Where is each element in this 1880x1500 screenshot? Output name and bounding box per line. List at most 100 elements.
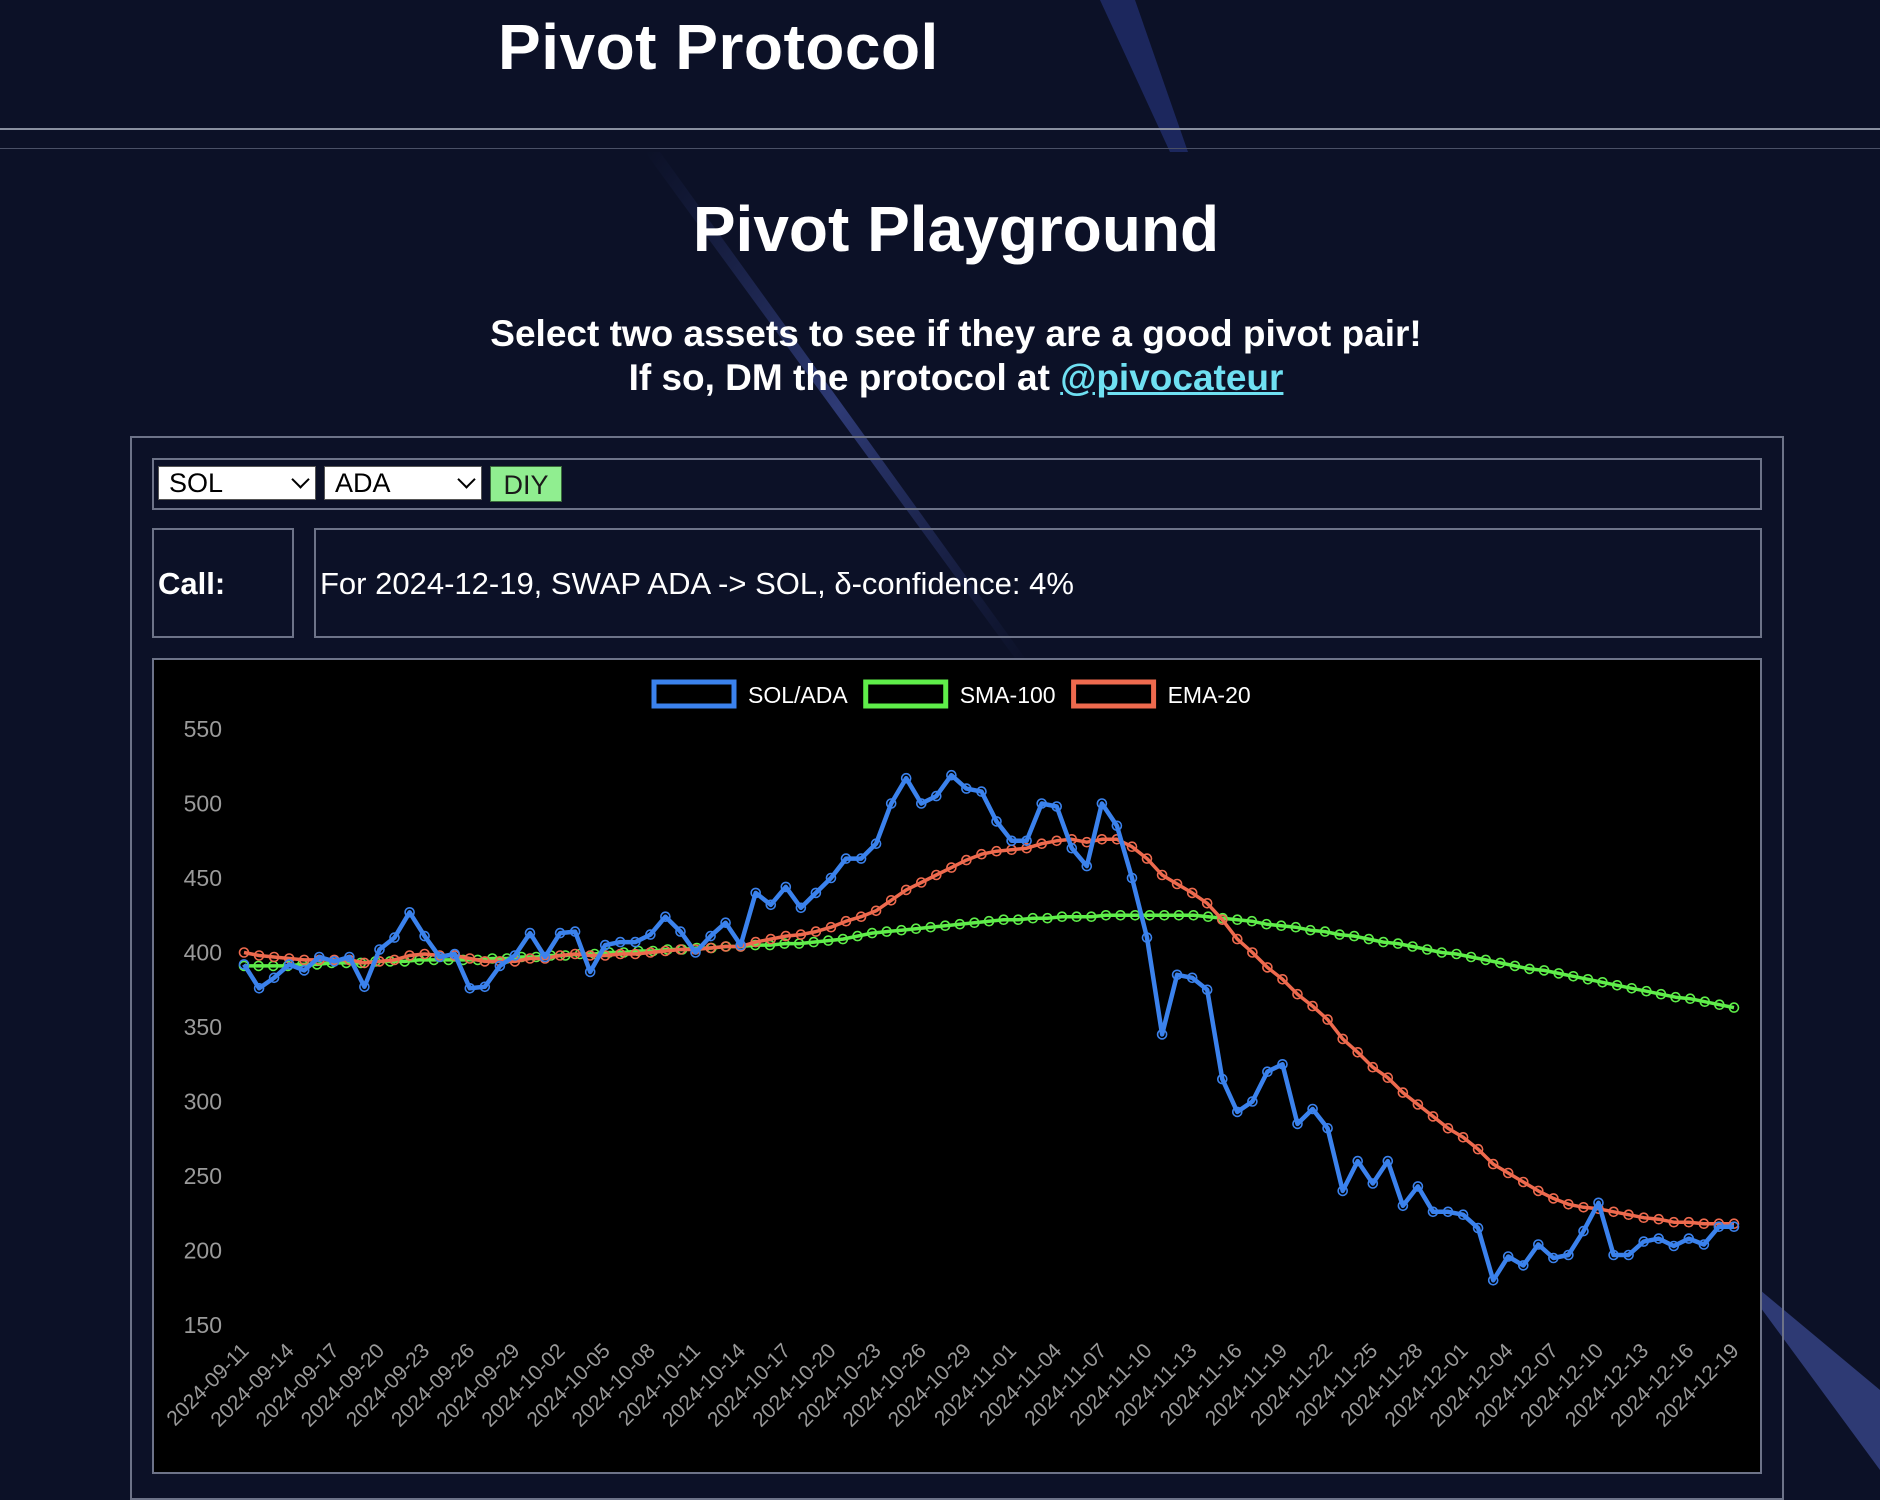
- legend-swatch: [863, 679, 949, 709]
- data-point: [1006, 835, 1017, 847]
- data-point: [1056, 911, 1068, 923]
- asset-b-select[interactable]: ADA: [324, 466, 482, 500]
- data-point: [900, 884, 912, 896]
- data-point: [840, 853, 852, 864]
- data-point: [1066, 842, 1078, 854]
- data-point: [1292, 1118, 1303, 1130]
- data-point: [795, 929, 807, 940]
- intro-line-1: Select two assets to see if they are a g…: [490, 313, 1422, 354]
- data-point: [1348, 930, 1360, 942]
- data-point: [1378, 936, 1389, 948]
- diy-button[interactable]: DIY: [490, 466, 562, 502]
- data-point: [283, 959, 295, 970]
- data-point: [1593, 1197, 1604, 1209]
- data-point: [1337, 1033, 1348, 1045]
- data-point: [464, 982, 476, 994]
- handle-link[interactable]: @pivocateur: [1060, 357, 1284, 398]
- data-point: [1171, 969, 1183, 981]
- data-point: [690, 947, 701, 958]
- data-point: [1518, 1176, 1529, 1188]
- data-point: [1641, 985, 1652, 997]
- asset-a-select[interactable]: SOL: [158, 466, 316, 500]
- data-point: [1085, 911, 1097, 923]
- data-point: [1141, 932, 1153, 943]
- data-point: [569, 948, 581, 960]
- data-point: [524, 953, 536, 964]
- data-point: [1568, 970, 1579, 982]
- data-point: [795, 902, 807, 914]
- data-point: [1021, 842, 1032, 854]
- data-point: [1670, 991, 1681, 1003]
- data-point: [1247, 1096, 1258, 1107]
- data-point: [404, 907, 415, 918]
- data-point: [238, 947, 250, 958]
- data-point: [660, 945, 671, 957]
- data-point: [1442, 1206, 1454, 1218]
- data-point: [1277, 1058, 1288, 1070]
- site-header: Pivot Protocol: [0, 0, 1880, 149]
- data-point: [675, 926, 686, 937]
- data-point: [954, 918, 966, 930]
- data-point: [1553, 968, 1564, 979]
- data-point: [344, 951, 355, 963]
- data-point: [1533, 1185, 1544, 1197]
- data-point: [1246, 915, 1258, 927]
- data-point: [885, 798, 897, 809]
- data-point: [1186, 972, 1198, 984]
- legend-label: SOL/ADA: [748, 682, 848, 708]
- data-point: [389, 954, 400, 966]
- data-point: [1487, 1274, 1499, 1286]
- data-point: [1261, 918, 1272, 930]
- data-point: [1582, 973, 1594, 985]
- data-point: [645, 929, 656, 940]
- data-point: [1653, 1233, 1664, 1244]
- data-point: [1397, 1200, 1409, 1212]
- legend-label: SMA-100: [960, 682, 1056, 708]
- data-point: [479, 956, 491, 967]
- data-point: [1322, 1122, 1333, 1134]
- data-point: [1728, 1002, 1740, 1013]
- data-point: [915, 798, 927, 809]
- data-point: [1626, 982, 1637, 994]
- data-point: [720, 917, 731, 929]
- data-point: [660, 911, 671, 923]
- data-point: [870, 905, 882, 917]
- y-tick-label: 500: [184, 791, 222, 817]
- data-point: [1684, 993, 1696, 1005]
- data-point: [1698, 1239, 1710, 1250]
- data-point: [1608, 1249, 1619, 1261]
- data-point: [1548, 1193, 1559, 1204]
- data-point: [1188, 910, 1199, 921]
- data-point: [900, 772, 912, 784]
- brand-title[interactable]: Pivot Protocol: [498, 11, 939, 83]
- data-point: [1081, 860, 1093, 872]
- data-point: [1412, 1181, 1424, 1192]
- call-text-cell: For 2024-12-19, SWAP ADA -> SOL, δ-confi…: [314, 528, 1762, 638]
- data-point: [930, 790, 942, 802]
- data-point: [961, 783, 972, 794]
- data-point: [946, 769, 957, 781]
- data-point: [1713, 1221, 1725, 1233]
- data-point: [1392, 938, 1404, 949]
- data-point: [1275, 920, 1287, 932]
- data-point: [1144, 910, 1156, 921]
- data-point: [1509, 960, 1521, 972]
- data-point: [881, 926, 893, 937]
- data-point: [1156, 1029, 1168, 1040]
- data-point: [1382, 1072, 1394, 1084]
- data-point: [1578, 1225, 1589, 1237]
- data-point: [1502, 1167, 1514, 1179]
- data-point: [298, 965, 310, 976]
- data-point: [479, 981, 491, 993]
- data-point: [1232, 1106, 1243, 1118]
- data-point: [1115, 910, 1126, 921]
- data-point: [554, 927, 566, 939]
- data-point: [1524, 963, 1535, 975]
- data-point: [1126, 872, 1138, 884]
- series-line-sol-ada: [242, 772, 1734, 1283]
- data-point: [1012, 914, 1024, 926]
- data-point: [584, 966, 596, 978]
- series-line-sma-100: [244, 913, 1735, 1010]
- data-point: [855, 911, 867, 923]
- data-point: [1290, 921, 1302, 933]
